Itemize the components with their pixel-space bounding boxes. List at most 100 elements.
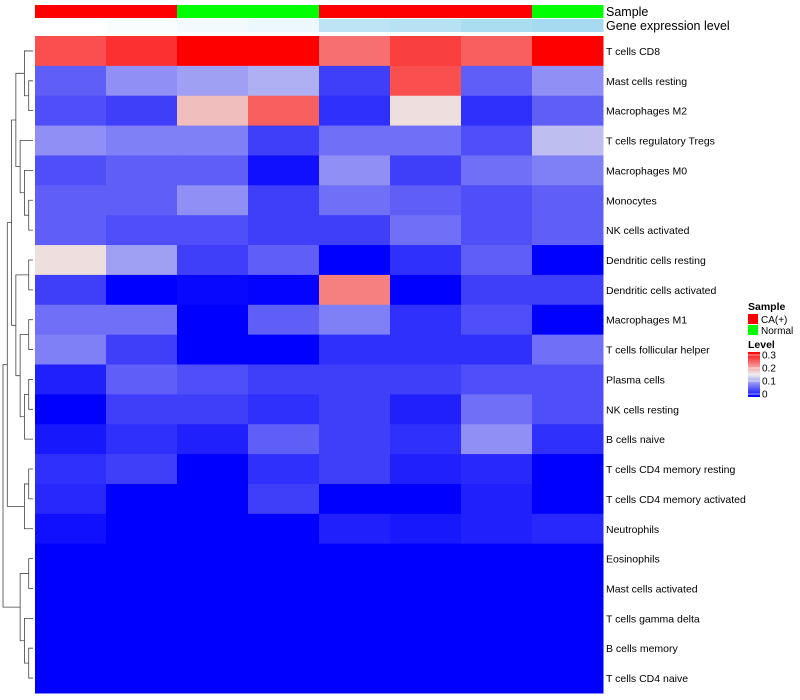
heatmap-cell <box>106 483 178 515</box>
heatmap-cell <box>106 513 178 545</box>
heatmap-cell <box>461 424 533 455</box>
heatmap-cell <box>319 603 391 634</box>
heatmap-cell <box>177 513 249 545</box>
heatmap-cell <box>319 483 391 515</box>
row-label: Dendritic cells resting <box>606 255 706 267</box>
heatmap-cell <box>248 394 320 425</box>
heatmap-cell <box>532 573 604 604</box>
sample-track-cell <box>532 5 604 18</box>
heatmap-cell <box>248 215 320 246</box>
heatmap-cell <box>35 304 107 336</box>
row-label: Plasma cells <box>606 374 665 386</box>
dendrogram-branch <box>28 319 33 350</box>
heatmap-cell <box>35 274 107 306</box>
heatmap-cell <box>390 633 462 664</box>
heatmap-cell <box>532 155 604 186</box>
heatmap-cell <box>461 36 533 67</box>
annotation-tracks <box>35 5 604 32</box>
heatmap-cell <box>35 454 107 485</box>
heatmap-cell <box>106 394 178 425</box>
row-label: T cells regulatory Tregs <box>606 136 715 148</box>
sample-track-cell <box>35 5 107 18</box>
heatmap-cell <box>177 245 249 276</box>
heatmap-cell <box>248 95 320 127</box>
heatmap-cell <box>461 334 533 365</box>
row-label: B cells naive <box>606 434 665 446</box>
heatmap-cell <box>248 603 320 634</box>
dendrogram-branch <box>11 119 16 326</box>
heatmap-cell <box>35 364 107 395</box>
legend-sample-title: Sample <box>748 301 786 313</box>
heatmap-cell <box>319 364 391 395</box>
heatmap-cell <box>461 633 533 664</box>
heatmap-cell <box>461 603 533 634</box>
heatmap-cell <box>390 513 462 545</box>
dendrogram-branch <box>6 222 25 507</box>
heatmap-cell <box>319 424 391 455</box>
heatmap-cell <box>390 543 462 575</box>
heatmap-cell <box>35 36 107 67</box>
heatmap-cell <box>532 245 604 276</box>
heatmap-cell <box>532 633 604 664</box>
heatmap-cell <box>319 334 391 365</box>
heatmap-cell <box>390 245 462 276</box>
legend-sample-label: Normal <box>761 326 793 337</box>
heatmap-cell <box>390 215 462 246</box>
row-label: Mast cells resting <box>606 76 687 88</box>
legend-level-title: Level <box>748 339 775 351</box>
legend-sample-swatch <box>748 314 758 324</box>
heatmap-cell <box>35 95 107 127</box>
heatmap-cell <box>177 454 249 485</box>
heatmap-cell <box>106 36 178 67</box>
dendrogram-branch <box>15 72 25 168</box>
heatmap-cell <box>319 125 391 156</box>
heatmap-cell <box>177 424 249 455</box>
heatmap-cell <box>177 364 249 395</box>
dendrogram-branch <box>24 617 33 664</box>
row-label: Eosinophils <box>606 554 660 566</box>
sample-track-cell <box>177 5 249 18</box>
row-label: Neutrophils <box>606 524 659 536</box>
heatmap-cell <box>461 245 533 276</box>
heatmap-cell <box>35 424 107 455</box>
heatmap-cell <box>177 543 249 575</box>
heatmap-cell <box>35 633 107 664</box>
row-label: Monocytes <box>606 195 657 207</box>
row-label: T cells CD4 memory resting <box>606 464 735 476</box>
heatmap-cell <box>319 36 391 67</box>
track-label: Sample <box>606 5 648 19</box>
heatmap-cell <box>106 573 178 604</box>
dendrogram-branch <box>19 334 29 418</box>
heatmap-cell <box>532 513 604 545</box>
heatmap-cell <box>390 424 462 455</box>
row-label: Macrophages M1 <box>606 315 687 327</box>
heatmap-cell <box>532 125 604 156</box>
heatmap-cell <box>35 125 107 156</box>
dendrogram-branch <box>24 50 33 97</box>
heatmap-cell <box>461 573 533 604</box>
heatmap-cell <box>248 185 320 216</box>
legend-tick-label: 0.1 <box>762 377 776 388</box>
heatmap-cell <box>390 36 462 67</box>
heatmap-cell <box>35 185 107 216</box>
row-label: T cells CD4 memory activated <box>606 494 746 506</box>
row-label: Mast cells activated <box>606 583 698 595</box>
heatmap-cell <box>319 274 391 306</box>
heatmap-cell <box>532 483 604 515</box>
row-dendrogram <box>2 50 33 679</box>
heatmap-cell <box>106 125 178 156</box>
heatmap-cell <box>248 65 320 97</box>
heatmap-cell <box>532 454 604 485</box>
expression-track-cell <box>177 19 249 32</box>
heatmap-cell <box>461 394 533 425</box>
expression-track-cell <box>319 19 391 32</box>
track-label: Gene expression level <box>606 19 730 33</box>
dendrogram-branch <box>19 140 33 194</box>
heatmap-cell <box>319 95 391 127</box>
heatmap-cell <box>390 603 462 634</box>
dendrogram-branch <box>24 483 33 530</box>
heatmap-cell <box>461 215 533 246</box>
expression-track-cell <box>390 19 462 32</box>
